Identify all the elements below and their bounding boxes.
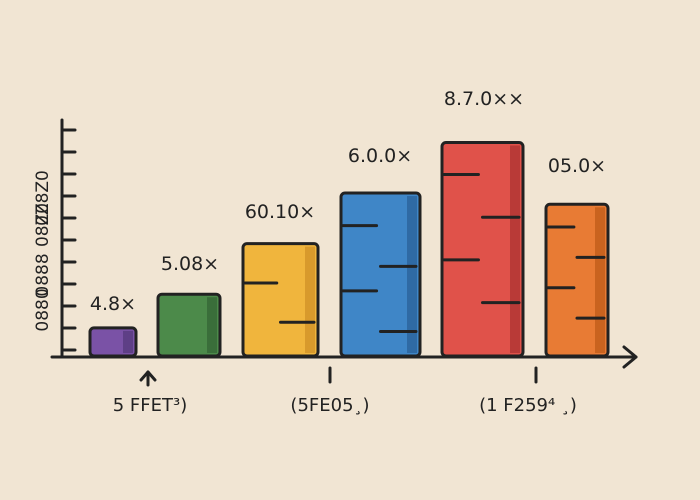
y-axis-label: 0888 bbox=[33, 253, 53, 296]
bar-5 bbox=[440, 140, 525, 358]
y-axis-ticks bbox=[60, 128, 77, 352]
bar-6 bbox=[544, 202, 610, 358]
bar-3 bbox=[241, 242, 320, 358]
bar-shade bbox=[510, 145, 520, 353]
bar-shade bbox=[207, 297, 217, 353]
axes bbox=[50, 118, 638, 387]
data-label: 8.7.0×× bbox=[444, 88, 524, 110]
bar-shade bbox=[595, 207, 605, 353]
bar-outline bbox=[241, 242, 320, 358]
bar-outline bbox=[156, 292, 222, 358]
bar-outline bbox=[339, 191, 422, 358]
bar-outline bbox=[440, 140, 525, 358]
data-label: 60.10× bbox=[245, 201, 315, 223]
x-group-labels: 5 FFET³) (5FE05¸) (1 F259⁴ ¸) bbox=[113, 395, 577, 416]
bar-shade bbox=[407, 196, 417, 353]
x-axis-arrowhead bbox=[622, 345, 638, 369]
x-group-label: (1 F259⁴ ¸) bbox=[479, 395, 577, 416]
bar-4 bbox=[339, 191, 422, 358]
bar-outline bbox=[544, 202, 610, 358]
y-axis-label: 08Z0 bbox=[33, 203, 53, 247]
y-axis-label: 0880 bbox=[33, 288, 53, 331]
data-labels: 4.8× 5.08× 60.10× 6.0.0× 8.7.0×× 05.0× bbox=[90, 88, 606, 315]
x-group-label: (5FE05¸) bbox=[290, 395, 369, 416]
bar-2 bbox=[156, 292, 222, 358]
bars bbox=[88, 140, 610, 358]
bar-body bbox=[158, 294, 220, 356]
data-label: 4.8× bbox=[90, 293, 136, 315]
data-label: 6.0.0× bbox=[348, 145, 412, 167]
data-label: 05.0× bbox=[548, 155, 606, 177]
y-axis-label: 0Z8Z0 bbox=[33, 170, 53, 226]
bar-outline bbox=[88, 326, 138, 358]
x-group-label: 5 FFET³) bbox=[113, 395, 188, 416]
bar-body bbox=[341, 193, 420, 356]
bar-shade bbox=[123, 330, 133, 353]
bar-1 bbox=[88, 326, 138, 358]
data-label: 5.08× bbox=[161, 253, 219, 275]
bar-body bbox=[243, 243, 318, 356]
bar-shade bbox=[305, 246, 315, 353]
y-axis-labels: 0880 0888 08Z0 0Z8Z0 bbox=[33, 170, 53, 332]
